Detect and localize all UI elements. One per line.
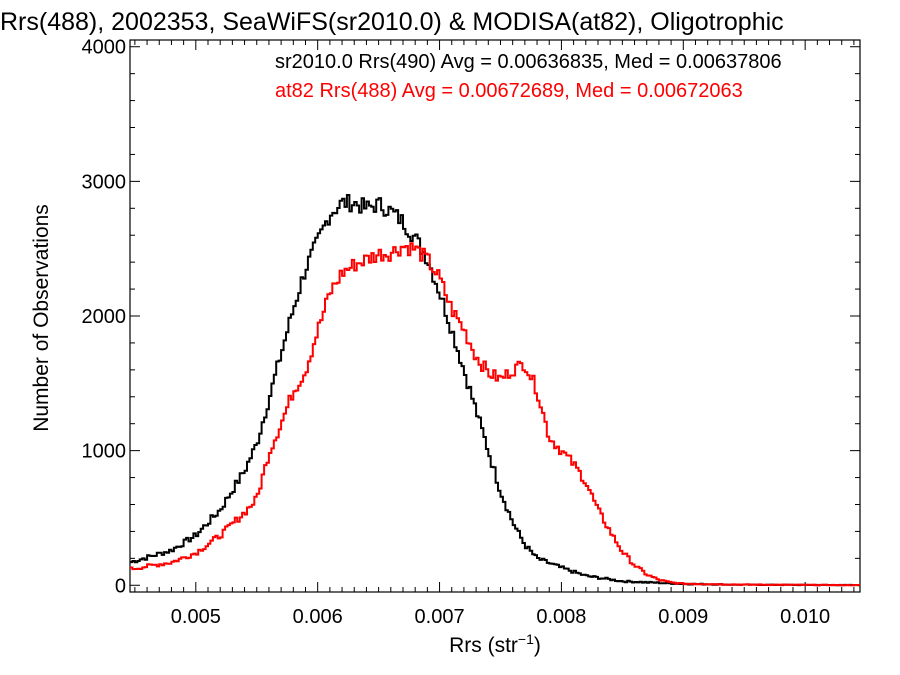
y-tick-label: 4000 [82, 37, 127, 59]
x-axis-label-close: ) [534, 634, 541, 657]
x-tick-label: 0.008 [536, 606, 586, 628]
y-axis-label: Number of Observations [30, 204, 53, 432]
y-axis: 0 1000 2000 3000 4000 [82, 37, 860, 597]
y-tick-label: 3000 [82, 171, 127, 193]
x-axis-label: Rrs (str−1) [449, 631, 541, 657]
plot-border [129, 39, 861, 593]
chart-title: Rrs(488), 2002353, SeaWiFS(sr2010.0) & M… [0, 8, 784, 36]
series-sr2010-line [130, 194, 860, 587]
x-tick-label: 0.009 [658, 606, 708, 628]
legend-entry-sr2010: sr2010.0 Rrs(490) Avg = 0.00636835, Med … [275, 51, 782, 73]
x-tick-label: 0.007 [415, 606, 465, 628]
y-tick-label: 1000 [82, 441, 127, 463]
x-tick-label: 0.006 [293, 606, 343, 628]
y-tick-label: 0 [115, 575, 126, 597]
legend-entry-at82: at82 Rrs(488) Avg = 0.00672689, Med = 0.… [275, 80, 743, 102]
x-tick-label: 0.005 [171, 606, 221, 628]
x-tick-label: 0.010 [780, 606, 830, 628]
y-tick-label: 2000 [82, 306, 127, 328]
x-axis-label-sup: −1 [518, 631, 534, 647]
plot-area [129, 39, 861, 593]
series-layer [130, 194, 860, 587]
x-axis-label-base: Rrs (str [449, 634, 518, 657]
series-at82-line [130, 242, 860, 587]
x-axis: 0.005 0.006 0.007 0.008 0.009 0.010 [134, 40, 855, 628]
